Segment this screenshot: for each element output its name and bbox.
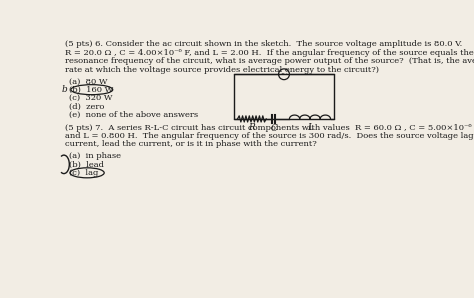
Text: R: R (248, 123, 255, 132)
Text: R = 20.0 Ω , C = 4.00×10⁻⁶ F, and L = 2.00 H.  If the angular frequency of the s: R = 20.0 Ω , C = 4.00×10⁻⁶ F, and L = 2.… (65, 49, 474, 57)
Text: (a)  in phase: (a) in phase (69, 152, 120, 160)
Text: (d)  zero: (d) zero (69, 103, 104, 111)
Text: L: L (307, 123, 313, 132)
Text: (a)  80 W: (a) 80 W (69, 77, 107, 85)
Text: ∼: ∼ (280, 70, 288, 79)
Text: (b)  lead: (b) lead (69, 161, 103, 168)
Text: (c)  lag: (c) lag (69, 169, 98, 177)
Text: C: C (271, 124, 277, 133)
Text: (5 pts) 7.  A series R-L-C circuit has circuit components with values  R = 60.0 : (5 pts) 7. A series R-L-C circuit has ci… (65, 124, 474, 131)
Text: (5 pts) 6. Consider the ac circuit shown in the sketch.  The source voltage ampl: (5 pts) 6. Consider the ac circuit shown… (65, 41, 463, 48)
Text: current, lead the current, or is it in phase with the current?: current, lead the current, or is it in p… (65, 140, 317, 148)
Text: resonance frequency of the circuit, what is average power output of the source? : resonance frequency of the circuit, what… (65, 57, 474, 65)
Text: (c)  320 W: (c) 320 W (69, 94, 112, 102)
Text: rate at which the voltage source provides electrical energy to the circuit?): rate at which the voltage source provide… (65, 66, 380, 74)
Text: b: b (62, 85, 67, 94)
Text: (b)  160 W: (b) 160 W (69, 86, 113, 94)
Bar (234, 74, 334, 119)
Text: and L = 0.800 H.  The angular frequency of the source is 300 rad/s.  Does the so: and L = 0.800 H. The angular frequency o… (65, 132, 474, 140)
Text: (e)  none of the above answers: (e) none of the above answers (69, 111, 198, 119)
